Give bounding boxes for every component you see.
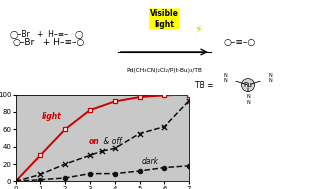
Point [38,173,43,176]
Text: & off: & off [101,137,122,146]
Point [162,125,167,128]
Text: Visible
light: Visible light [150,9,179,29]
Text: TB =: TB = [195,81,214,90]
Text: Pd(CH₃CN)₂Cl₂/P(t-Bu)₃/TB: Pd(CH₃CN)₂Cl₂/P(t-Bu)₃/TB [126,68,202,73]
Point [87,172,92,175]
Point [13,180,18,183]
Point [63,177,68,180]
Point [187,93,192,96]
Text: N
N: N N [246,94,250,105]
Text: + H–≡–○: + H–≡–○ [40,38,85,47]
Text: on: on [89,137,99,146]
Point [112,172,117,175]
Point [13,180,18,183]
Text: light: light [42,112,61,121]
Point [112,100,117,103]
Point [63,128,68,131]
Point [38,154,43,157]
Point [87,109,92,112]
Text: dark: dark [142,157,159,166]
Point [137,96,142,99]
Point [13,180,18,183]
Point [100,149,105,153]
Point [63,163,68,166]
Point [87,154,92,157]
Text: +  H–≡–: + H–≡– [37,29,68,39]
Text: ⚡: ⚡ [195,25,202,35]
Text: ○–≡–○: ○–≡–○ [223,38,255,47]
Point [187,164,192,167]
Point [137,170,142,173]
Point [112,147,117,150]
Point [38,178,43,181]
Text: ◯–Br: ◯–Br [9,29,30,39]
Text: ○–Br: ○–Br [12,38,35,47]
Text: N
N: N N [224,73,228,83]
Point [162,94,167,97]
Point [187,99,192,102]
Text: Ru: Ru [244,82,252,88]
Point [137,132,142,135]
Point [162,166,167,169]
Text: N
N: N N [268,73,272,83]
Text: ◯: ◯ [74,29,83,39]
